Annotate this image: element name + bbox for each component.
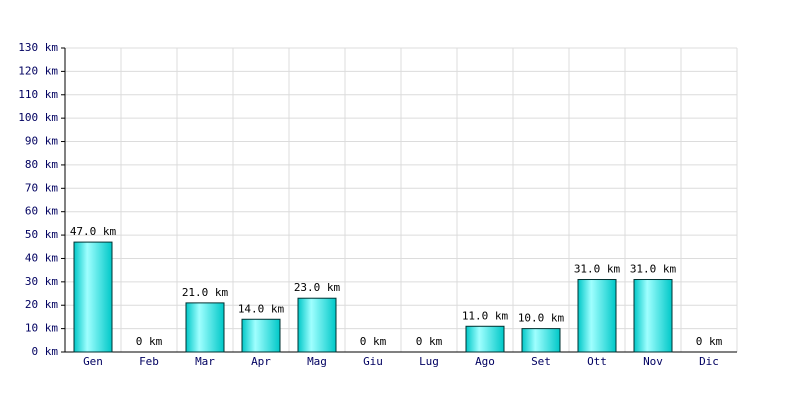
bar [465,325,505,353]
x-tick-label: Apr [251,355,271,368]
x-tick-label: Mag [307,355,327,368]
x-tick-label: Giu [363,355,383,368]
x-tick-label: Set [531,355,551,368]
y-tick-label: 130 km [18,41,58,54]
bar [185,302,225,353]
data-label: 0 km [416,335,443,348]
data-label: 0 km [136,335,163,348]
y-tick-label: 80 km [25,158,58,171]
data-label: 23.0 km [294,281,341,294]
y-tick-label: 40 km [25,251,58,264]
y-tick-label: 0 km [32,345,59,358]
x-tick-label: Lug [419,355,439,368]
data-label: 47.0 km [70,225,117,238]
data-label: 0 km [360,335,387,348]
y-tick-label: 70 km [25,181,58,194]
x-tick-label: Feb [139,355,159,368]
bar [73,241,113,353]
y-tick-label: 30 km [25,275,58,288]
x-tick-label: Ago [475,355,495,368]
data-label: 31.0 km [630,263,677,276]
y-tick-label: 110 km [18,88,58,101]
y-tick-label: 50 km [25,228,58,241]
y-tick-label: 90 km [25,135,58,148]
data-label: 11.0 km [462,309,509,322]
bar [577,279,617,353]
bar [633,279,673,353]
y-tick-label: 10 km [25,322,58,335]
data-label: 10.0 km [518,312,565,325]
x-tick-label: Ott [587,355,607,368]
y-tick-label: 100 km [18,111,58,124]
x-tick-label: Mar [195,355,215,368]
bar [241,318,281,353]
bar [297,297,337,353]
x-tick-label: Gen [83,355,103,368]
data-label: 31.0 km [574,263,621,276]
bar [521,328,561,353]
data-label: 21.0 km [182,286,229,299]
y-tick-label: 120 km [18,64,58,77]
y-tick-label: 60 km [25,205,58,218]
data-label: 0 km [696,335,723,348]
x-tick-label: Nov [643,355,663,368]
x-tick-label: Dic [699,355,719,368]
data-label: 14.0 km [238,302,285,315]
y-tick-label: 20 km [25,298,58,311]
